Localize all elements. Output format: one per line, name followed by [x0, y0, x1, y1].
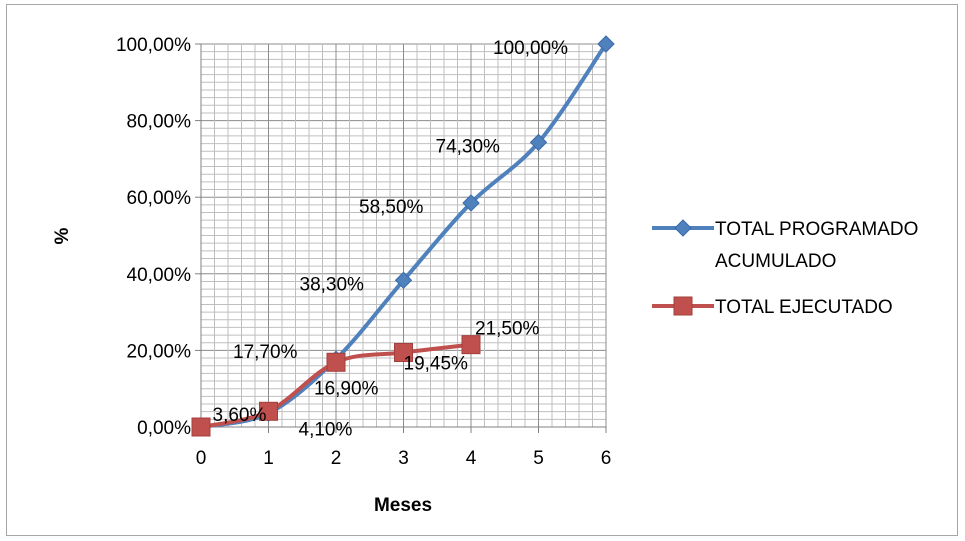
y-tick-label: 0,00% — [137, 418, 191, 439]
data-label-ejecutado: 4,10% — [299, 419, 353, 440]
y-tick-label: 40,00% — [127, 265, 192, 286]
x-axis-title: Meses — [374, 495, 432, 516]
square-marker — [461, 335, 481, 355]
diamond-marker — [597, 35, 615, 53]
square-marker — [191, 417, 211, 437]
axes: 0,00% 20,00% 40,00% 60,00% 80,00% 100,00% 0 1 2 3… — [116, 35, 611, 469]
diamond-marker — [462, 194, 480, 212]
square-marker — [394, 343, 413, 363]
data-label-programado: 58,50% — [359, 197, 424, 218]
data-label-ejecutado: 21,50% — [475, 319, 540, 340]
x-tick-label: 4 — [466, 448, 477, 469]
x-tick-label: 6 — [601, 448, 612, 469]
legend-entry-total-ejecutado: TOTAL EJECUTADO — [652, 296, 893, 318]
data-label-programado: 38,30% — [300, 274, 365, 295]
data-labels: 3,60% 17,70% 38,30% 58,50% 74,30% 100,00% 4,10… — [213, 38, 569, 440]
x-tick-label: 0 — [196, 448, 207, 469]
diamond-marker — [529, 133, 548, 152]
legend-label: TOTAL PROGRAMADO — [715, 219, 918, 240]
series-layer — [191, 35, 615, 437]
data-label-programado: 17,70% — [233, 342, 298, 363]
data-label-programado: 3,60% — [213, 405, 267, 426]
data-label-programado: 74,30% — [436, 136, 501, 157]
y-axis-title: % — [52, 227, 73, 244]
data-label-ejecutado: 16,90% — [314, 378, 379, 399]
chart-frame — [6, 4, 958, 536]
legend-square-marker — [673, 296, 693, 316]
plot-grid — [200, 43, 607, 428]
data-label-programado: 100,00% — [493, 38, 568, 59]
y-tick-label: 60,00% — [127, 188, 192, 209]
square-marker — [259, 401, 278, 421]
data-label-ejecutado: 19,45% — [404, 354, 469, 375]
legend: TOTAL PROGRAMADO ACUMULADO TOTAL EJECUTADO — [652, 219, 918, 318]
square-marker — [326, 352, 346, 372]
x-tick-label: 1 — [263, 448, 274, 469]
y-tick-label: 20,00% — [127, 341, 192, 362]
x-tick-label: 5 — [533, 448, 544, 469]
x-tick-label: 2 — [331, 448, 342, 469]
y-tick-label: 80,00% — [127, 112, 192, 133]
x-tick-label: 3 — [398, 448, 409, 469]
legend-entry-total-programado: TOTAL PROGRAMADO ACUMULADO — [652, 219, 918, 272]
y-tick-label: 100,00% — [116, 35, 191, 56]
legend-diamond-marker — [674, 219, 692, 237]
diamond-marker — [394, 271, 413, 290]
legend-label: TOTAL EJECUTADO — [715, 297, 893, 318]
series-total-ejecutado — [191, 335, 481, 437]
legend-label: ACUMULADO — [715, 251, 836, 272]
